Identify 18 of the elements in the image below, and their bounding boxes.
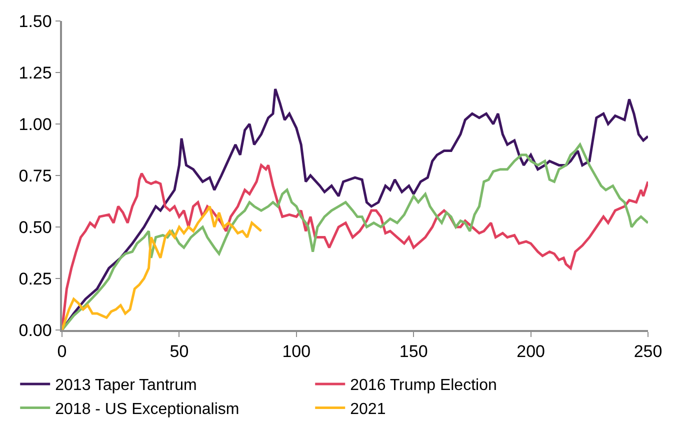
y-tick-label: 1.50 xyxy=(18,12,52,31)
legend-label: 2016 Trump Election xyxy=(350,377,497,394)
x-tick-label: 150 xyxy=(399,342,428,362)
x-tick-label: 250 xyxy=(634,342,662,362)
y-tick-label: 0.75 xyxy=(18,166,52,186)
legend-label: 2018 - US Exceptionalism xyxy=(55,401,240,418)
line-series xyxy=(62,205,262,330)
legend-label: 2013 Taper Tantrum xyxy=(55,377,197,394)
y-tick-label: 0.00 xyxy=(18,320,52,340)
y-tick-label: 0.50 xyxy=(18,218,52,237)
x-tick-label: 0 xyxy=(57,342,67,362)
x-tick-label: 100 xyxy=(282,342,311,362)
x-tick-label: 50 xyxy=(170,342,189,362)
x-tick-label: 200 xyxy=(516,342,545,362)
y-tick-label: 1.25 xyxy=(18,63,52,82)
y-tick-label: 0.25 xyxy=(18,269,52,288)
y-tick-label: 1.00 xyxy=(18,114,52,134)
legend-label: 2021 xyxy=(350,401,386,418)
